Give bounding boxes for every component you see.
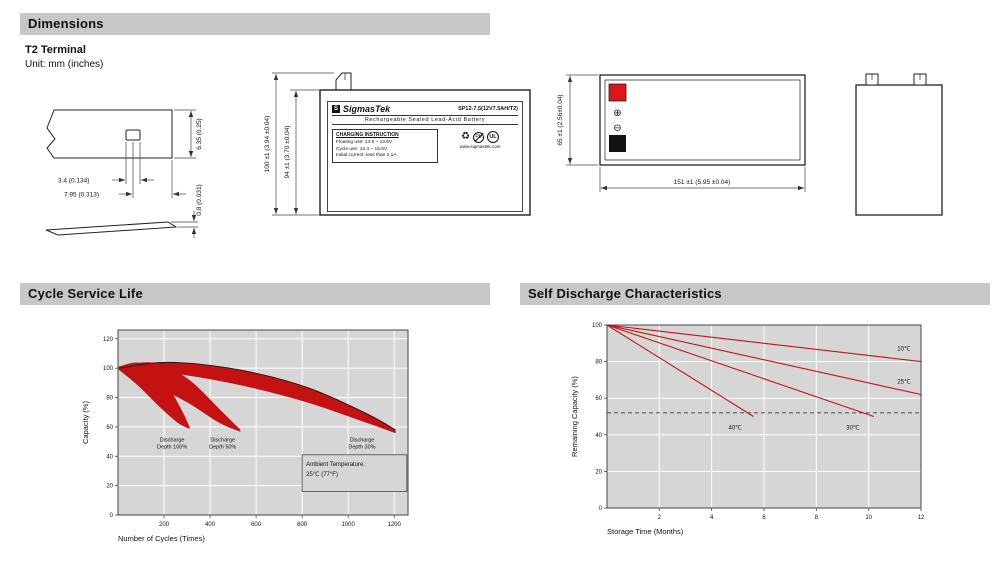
plus-polarity-icon: ⊕ <box>613 108 621 119</box>
annotation-text: 25℃ (77°F) <box>306 471 338 478</box>
band-label: Depth 100% <box>157 445 187 451</box>
band-label: Discharge <box>160 438 185 444</box>
band-label: Depth 50% <box>209 445 236 451</box>
terminal-hole <box>125 129 141 141</box>
x-tick-label: 8 <box>815 515 819 521</box>
y-tick-label: 20 <box>106 484 113 490</box>
label-header-row: S SigmasTek SP12-7.5(12V7.5AH/T2) <box>332 104 518 116</box>
charging-line: Floating use: 13.5 ~ 13.8V <box>336 140 393 145</box>
top-view-drawing: ⊕ ⊖ <box>599 74 806 166</box>
top-depth-dim: 65 ±1 (2.56±0.04) <box>557 94 564 145</box>
y-tick-label: 100 <box>103 366 114 372</box>
y-tick-label: 80 <box>106 396 113 402</box>
front-view-dimension-lines <box>272 72 334 216</box>
y-tick-label: 20 <box>595 469 602 475</box>
temperature-series-line <box>606 324 922 363</box>
self-discharge-chart: 10℃ 25℃ 30℃ 40℃ 2 4 6 8 10 12 0 20 40 60 80 100 Storage … <box>570 323 925 536</box>
y-tick-label: 80 <box>595 360 602 366</box>
terminal-blade-outline <box>46 109 173 159</box>
y-tick-label: 60 <box>595 396 602 402</box>
model-number: SP12-7.5(12V7.5AH/T2) <box>458 106 518 112</box>
dimensions-section-header: Dimensions <box>20 13 490 35</box>
capacity-envelope-curve <box>119 361 396 431</box>
x-tick-label: 800 <box>297 522 308 528</box>
top-view-dimension-lines <box>566 74 806 192</box>
front-total-height-dim: 100 ±1 (3.94 ±0.04) <box>264 116 271 173</box>
y-tick-label: 0 <box>110 513 114 519</box>
x-axis-label: Storage Time (Months) <box>607 527 684 536</box>
band-label: Discharge <box>350 438 375 444</box>
terminal-side-profile <box>45 221 178 236</box>
pb-crossed-icon: Pb <box>472 131 484 143</box>
x-tick-label: 600 <box>251 522 262 528</box>
front-terminal-tab <box>335 72 352 90</box>
x-tick-label: 12 <box>918 515 925 521</box>
x-tick-label: 2 <box>658 515 662 521</box>
certification-icons-row: ♻ Pb UL <box>461 131 499 143</box>
y-axis-label: Capacity (%) <box>81 401 90 444</box>
battery-side-outline <box>855 84 943 216</box>
x-tick-label: 6 <box>762 515 766 521</box>
terminal-width-dim: 6.35 (0.25) <box>196 118 203 149</box>
plot-border <box>117 329 409 516</box>
charging-instruction-box: CHARGING INSTRUCTION Floating use: 13.5 … <box>332 129 438 163</box>
battery-label: S SigmasTek SP12-7.5(12V7.5AH/T2) Rechar… <box>327 101 523 212</box>
series-label: 40℃ <box>729 424 743 431</box>
y-tick-label: 0 <box>599 506 603 512</box>
annotation-text: Ambient Temperature: <box>306 462 365 468</box>
terminal-thickness-dim: 0.8 (0.031) <box>196 184 203 215</box>
temperature-series-line <box>606 324 922 396</box>
battery-top-inner-line <box>604 79 801 161</box>
y-tick-label: 40 <box>106 454 113 460</box>
brand-name: SigmasTek <box>343 104 391 114</box>
y-tick-label: 120 <box>103 337 114 343</box>
x-axis-label: Number of Cycles (Times) <box>118 534 205 543</box>
y-axis-label: Remaining Capacity (%) <box>570 376 579 457</box>
charging-line: Initial current: less than 2.1A <box>336 153 397 158</box>
series-label: 30℃ <box>846 424 860 431</box>
terminal-type-subtitle: T2 Terminal <box>25 44 86 56</box>
charging-line: Cycle use: 14.4 ~ 15.0V <box>336 146 388 152</box>
x-tick-label: 200 <box>159 522 170 528</box>
temperature-series-line <box>606 324 754 417</box>
series-label: 25℃ <box>897 379 911 386</box>
x-tick-label: 1200 <box>388 522 402 528</box>
unit-note: Unit: mm (inches) <box>25 59 104 70</box>
x-tick-label: 1000 <box>341 522 355 528</box>
annotation-box <box>301 454 408 492</box>
battery-top-outline <box>599 74 806 166</box>
top-length-dim: 151 ±1 (5.95 ±0.04) <box>674 179 731 186</box>
self-discharge-header: Self Discharge Characteristics <box>520 283 990 305</box>
label-body: CHARGING INSTRUCTION Floating use: 13.5 … <box>332 129 518 163</box>
temperature-series-line <box>606 324 875 418</box>
series-label: 10℃ <box>897 346 911 353</box>
label-certifications: ♻ Pb UL www.sigmastek.com <box>442 129 518 163</box>
sigmastek-logo-icon: S <box>332 105 340 113</box>
x-tick-label: 4 <box>710 515 714 521</box>
website-url: www.sigmastek.com <box>459 143 501 149</box>
terminal-hole-dim: 3.4 (0.134) <box>58 178 89 185</box>
battery-type-line: Rechargeable Sealed Lead-Acid Battery <box>332 116 518 125</box>
terminal-dimension-lines <box>112 109 198 238</box>
ul-mark-icon: UL <box>486 131 499 143</box>
y-tick-label: 60 <box>106 425 113 431</box>
side-view-drawing <box>855 73 943 216</box>
y-tick-label: 40 <box>595 433 602 439</box>
x-tick-label: 400 <box>205 522 216 528</box>
cycle-service-life-header: Cycle Service Life <box>20 283 490 305</box>
charging-instruction-title: CHARGING INSTRUCTION <box>336 132 399 138</box>
terminal-length-dim: 7.95 (0.313) <box>64 192 99 199</box>
minus-polarity-icon: ⊖ <box>613 123 621 134</box>
terminal-detail-drawing <box>45 109 178 236</box>
band-label: Depth 30% <box>348 445 375 451</box>
positive-terminal-red <box>608 83 627 102</box>
negative-terminal-black <box>609 135 626 152</box>
x-tick-label: 10 <box>865 515 872 521</box>
front-case-height-dim: 94 ±1 (3.70 ±0.04) <box>284 125 291 178</box>
y-tick-label: 100 <box>592 323 603 329</box>
band-label: Discharge <box>210 438 235 444</box>
recycle-pb-icon: ♻ <box>461 131 470 142</box>
